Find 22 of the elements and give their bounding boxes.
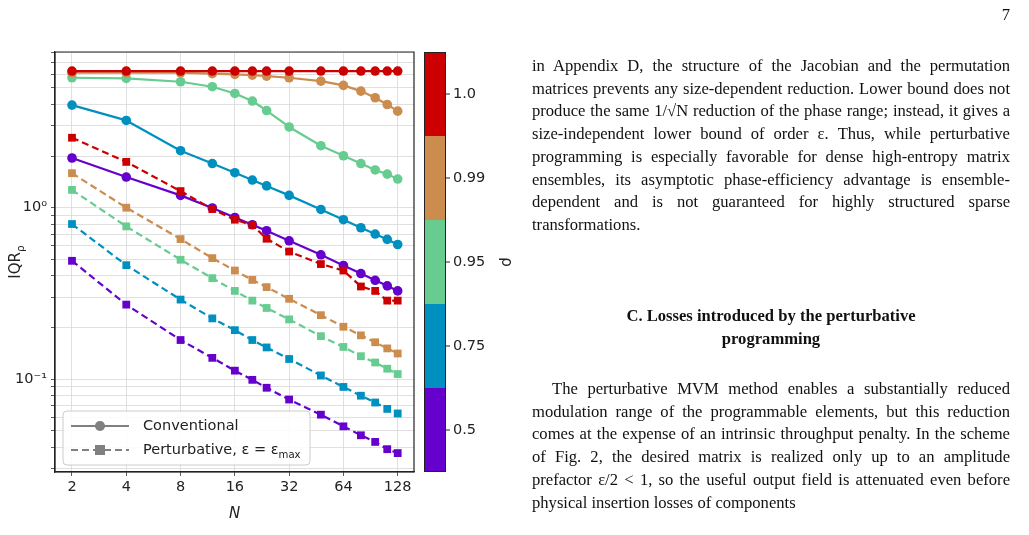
text: in Appendix D, the structure of the Jacobian and the permutation matrices prevents any size-dependent reduction. Lower bound does not produce the same 1/√N reduction of the phase range; instead, it gives a size-independent lower bound of order ε. Thus, while perturbative programming is especially favorable for dense high-entropy matrix ensembles, its asymptotic phase-efficiency advantage is ensemble-dependent and is not guaranteed for highly structured sparse transformations. xyxy=(532,55,1010,236)
x-tick-label: 4 xyxy=(121,478,131,495)
x-tick-label: 8 xyxy=(175,478,186,495)
x-tick-label: 128 xyxy=(383,478,412,495)
text: 0.75 xyxy=(453,336,486,353)
x-tick-label: 2 xyxy=(67,478,77,495)
text: 0.5 xyxy=(453,420,477,437)
text: C. Losses introduced by the perturbative programming xyxy=(625,305,917,350)
y-tick-label: 10⁻¹ xyxy=(15,369,48,386)
y-axis-title: IQRρ xyxy=(5,245,27,279)
text: 0.95 xyxy=(453,252,486,269)
text: 0.99 xyxy=(453,168,486,185)
legend-title: ρ xyxy=(498,257,517,267)
x-tick-label: 64 xyxy=(334,478,353,495)
legend-label: Conventional xyxy=(143,416,239,433)
text: The perturbative MVM method enables a substantially reduced modulation range of the programmable elements, but this reduction comes at the expense of an intrinsic throughput penalty. In the scheme of Fig. 2, the desired matrix is realized only up to an amplitude prefactor ε/2 < 1, so the useful output field is attenuated even before physical insertion losses of components xyxy=(532,378,1010,514)
x-axis-title: N xyxy=(228,503,241,522)
x-tick-label: 32 xyxy=(279,478,299,495)
text: 7 xyxy=(1001,4,1010,26)
x-tick-label: 16 xyxy=(225,478,245,495)
text: 1.0 xyxy=(453,84,477,101)
y-tick-label: 10⁰ xyxy=(22,198,48,215)
